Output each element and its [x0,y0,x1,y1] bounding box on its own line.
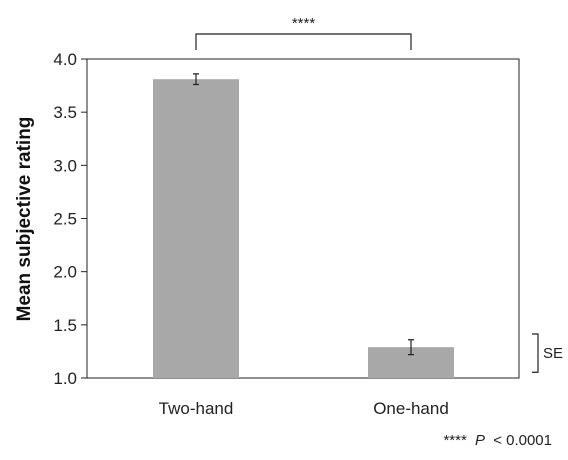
y-tick-label: 4.0 [53,50,77,69]
error-bar [408,339,414,356]
y-axis: 1.0 1.5 2.0 2.5 3.0 3.5 4.0 [53,50,87,388]
footnote-stars: **** [443,432,467,449]
footnote-threshold: < 0.0001 [493,432,552,449]
y-tick-label: 3.5 [53,103,77,122]
se-scale-bar [532,333,539,373]
error-bar [193,73,199,86]
x-axis-labels: Two-hand One-hand [159,399,449,418]
p-value-footnote: **** P < 0.0001 [443,432,552,449]
error-bars [193,73,414,356]
se-scale-label: SE [543,345,563,362]
y-tick-label: 2.5 [53,210,77,229]
bar-two-hand [153,79,239,378]
x-tick-label: Two-hand [159,399,234,418]
y-axis-title: Mean subjective rating [14,117,35,322]
y-tick-label: 3.0 [53,156,77,175]
significance-bracket [195,33,412,50]
footnote-p: P [475,432,485,449]
significance-label: **** [292,15,316,32]
y-tick-label: 2.0 [53,263,77,282]
y-tick-label: 1.5 [53,316,77,335]
plot-frame [86,58,520,379]
y-tick-label: 1.0 [53,369,77,388]
bars [153,79,454,378]
x-tick-label: One-hand [373,399,449,418]
